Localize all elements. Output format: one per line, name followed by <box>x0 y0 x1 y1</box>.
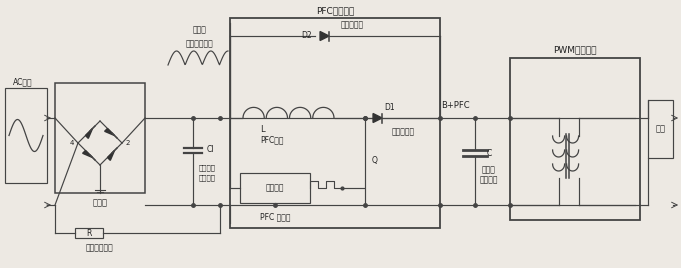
Text: B+PFC: B+PFC <box>441 102 469 110</box>
Text: C: C <box>486 148 492 158</box>
Text: 4: 4 <box>70 140 74 146</box>
Text: Q: Q <box>372 155 378 165</box>
Text: 整流器: 整流器 <box>93 199 108 207</box>
Polygon shape <box>85 128 93 138</box>
Polygon shape <box>82 150 93 158</box>
Text: PFC开关电源: PFC开关电源 <box>316 6 354 16</box>
Text: D2: D2 <box>302 32 312 40</box>
Text: R: R <box>86 229 92 237</box>
Text: Cl: Cl <box>207 146 215 154</box>
Bar <box>75 228 103 238</box>
Text: AC输入: AC输入 <box>13 77 33 87</box>
Text: 大容量: 大容量 <box>482 166 496 174</box>
Text: 脉动尖头波形: 脉动尖头波形 <box>186 39 214 49</box>
Text: 滤波电容: 滤波电容 <box>199 175 216 181</box>
Bar <box>5 88 47 183</box>
Text: 整流后: 整流后 <box>193 25 207 35</box>
Polygon shape <box>320 32 329 40</box>
Text: PFC 开关管: PFC 开关管 <box>259 213 290 221</box>
Bar <box>648 100 673 158</box>
Polygon shape <box>108 150 114 160</box>
Text: 高频旁路: 高频旁路 <box>199 165 216 171</box>
Text: 电流检测电阻: 电流检测电阻 <box>86 244 114 252</box>
Text: PWM开关电源: PWM开关电源 <box>553 46 597 54</box>
Text: 保护二极管: 保护二极管 <box>340 20 364 29</box>
Bar <box>230 18 440 228</box>
Text: 驱动芯片: 驱动芯片 <box>266 184 284 192</box>
Text: 升压二极管: 升压二极管 <box>392 128 415 136</box>
Text: 负载: 负载 <box>656 125 665 133</box>
Text: 滤波电容: 滤波电容 <box>479 176 498 184</box>
Bar <box>240 173 310 203</box>
Bar <box>55 83 145 193</box>
Text: L: L <box>260 125 265 135</box>
Polygon shape <box>373 114 382 122</box>
Bar <box>510 58 640 220</box>
Text: 2: 2 <box>126 140 130 146</box>
Text: D1: D1 <box>385 102 395 111</box>
Polygon shape <box>105 128 114 136</box>
Text: PFC电感: PFC电感 <box>260 136 283 144</box>
